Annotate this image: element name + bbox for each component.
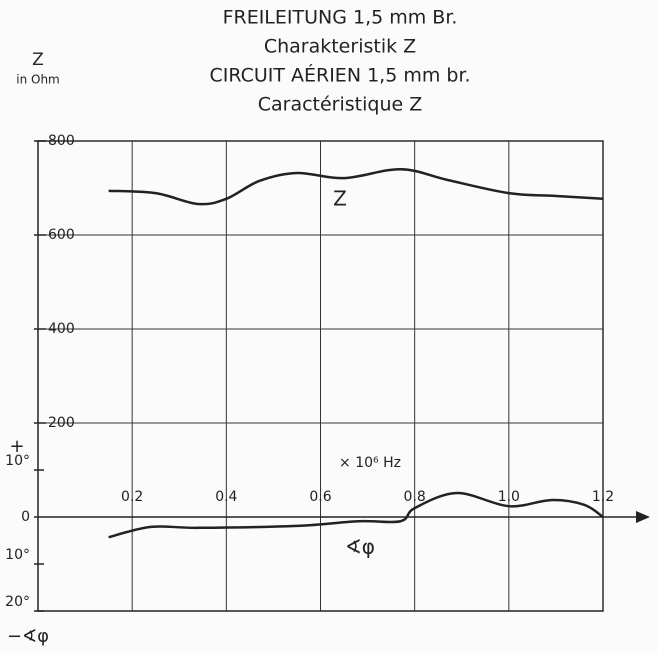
x-tick-label: 1.2 <box>592 489 614 505</box>
y-tick-label: 600 <box>48 227 75 243</box>
y-tick-label: 800 <box>48 133 75 149</box>
y2-tick-label: 10° <box>5 453 30 469</box>
x-tick-label: 0.2 <box>121 489 143 505</box>
y2-axis-label: + <box>9 436 24 457</box>
x-axis-label: × 10⁶ Hz <box>339 455 401 471</box>
y-axis-label: Z <box>32 50 44 70</box>
series-label: Z <box>333 187 347 211</box>
line <box>108 167 604 206</box>
y-tick-label: 200 <box>48 415 75 431</box>
y-axis-label: in Ohm <box>16 73 60 87</box>
arrow-head <box>636 511 650 523</box>
y2-axis-label: −∢φ <box>7 626 49 647</box>
y2-tick-label: 10° <box>5 547 30 563</box>
series-label: ∢φ <box>345 535 375 559</box>
line <box>108 491 604 539</box>
y2-tick-label: 20° <box>5 594 30 610</box>
x-tick-label: 0.6 <box>309 489 331 505</box>
chart-title: FREILEITUNG 1,5 mm Br. <box>223 7 458 29</box>
x-tick-label: 1.0 <box>498 489 520 505</box>
chart-title: CIRCUIT AÉRIEN 1,5 mm br. <box>209 64 470 87</box>
chart-title: Caractéristique Z <box>258 94 423 116</box>
y2-tick-label: 0 <box>21 509 30 525</box>
x-tick-label: 0.8 <box>404 489 426 505</box>
x-tick-label: 0.4 <box>215 489 237 505</box>
chart-title: Charakteristik Z <box>264 36 416 58</box>
y-tick-label: 400 <box>48 321 75 337</box>
